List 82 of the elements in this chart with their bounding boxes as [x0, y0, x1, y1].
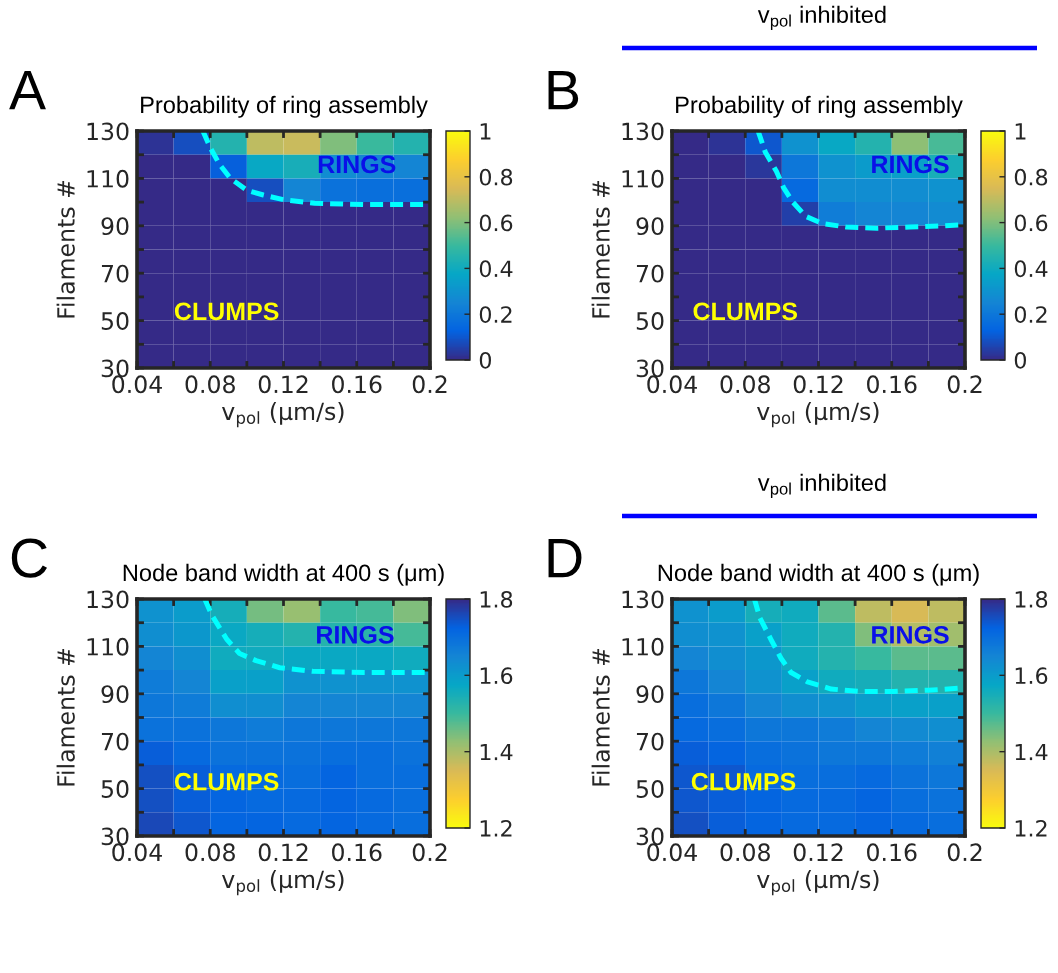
- x-axis-title: v$_{pol}$ (μm/s): [221, 401, 344, 428]
- y-tick-label: 50: [101, 780, 129, 798]
- x-axis-title: v$_{pol}$ (μm/s): [221, 869, 344, 896]
- color-bar-label: 0.4: [1014, 260, 1048, 278]
- color-bar-label: 0: [1014, 351, 1026, 369]
- color-bar-label: 1: [480, 123, 491, 140]
- color-bar-label: 1: [1015, 123, 1026, 140]
- color-bar-label: 0.2: [479, 306, 512, 323]
- annotation: RINGS: [318, 155, 396, 174]
- text: D: [548, 539, 582, 578]
- color-bar-label: 0.6: [479, 214, 513, 232]
- annotation: CLUMPS: [174, 302, 279, 321]
- y-tick-label: 90: [636, 217, 664, 236]
- y-tick-label: 70: [101, 264, 129, 283]
- annotation: RINGS: [317, 625, 394, 644]
- annotation: RINGS: [872, 155, 949, 174]
- y-tick-label: 70: [636, 732, 664, 751]
- color-bar-label: 1.8: [480, 590, 513, 608]
- y-tick-label: 70: [101, 732, 129, 751]
- x-tick-label: 0.16: [332, 375, 382, 394]
- annotation: CLUMPS: [174, 772, 279, 791]
- text: B: [548, 71, 579, 110]
- y-tick-label: 70: [636, 264, 664, 283]
- y-tick-label: 110: [87, 169, 129, 188]
- y-tick-label: 130: [622, 122, 664, 141]
- y-axis-title: Filaments #: [591, 648, 610, 786]
- annotation: CLUMPS: [693, 302, 798, 321]
- y-tick-label: 110: [622, 169, 664, 188]
- x-tick-label: 0.2: [947, 375, 982, 394]
- text: C: [11, 538, 47, 578]
- x-tick-label: 0.08: [720, 843, 770, 862]
- color-bar-label: 0: [479, 351, 491, 369]
- x-axis-title: v$_{pol}$ (μm/s): [756, 869, 879, 896]
- chart-title: Node band width at 400 s (μm): [123, 563, 444, 586]
- x-tick-label: 0.16: [332, 843, 382, 862]
- x-tick-label: 0.2: [412, 843, 447, 862]
- annotation: RINGS: [872, 625, 949, 644]
- text: v$_{pol}$ inhibited: [757, 5, 886, 30]
- y-axis-title: Filaments #: [56, 648, 75, 786]
- x-tick-label: 0.16: [867, 375, 917, 394]
- chart-title: Node band width at 400 s (μm): [658, 563, 979, 586]
- color-bar-label: 0.8: [1014, 168, 1048, 186]
- y-tick-label: 110: [622, 637, 664, 656]
- color-bar-label: 1.4: [480, 743, 513, 761]
- y-tick-label: 130: [87, 590, 129, 609]
- x-axis-title: v$_{pol}$ (μm/s): [756, 401, 879, 428]
- color-bar-label: 0.8: [479, 168, 513, 186]
- x-tick-label: 0.2: [412, 375, 447, 394]
- y-tick-label: 90: [636, 685, 664, 704]
- text: A: [9, 71, 46, 110]
- color-bar-label: 1.2: [1015, 819, 1047, 837]
- chart-title: Probability of ring assembly: [141, 95, 428, 118]
- y-tick-label: 130: [87, 122, 129, 141]
- color-bar-label: 0.6: [1014, 214, 1048, 232]
- y-axis-title: Filaments #: [591, 180, 610, 318]
- y-tick-label: 130: [622, 590, 664, 609]
- color-bar-label: 1.8: [1015, 590, 1048, 608]
- y-tick-label: 50: [636, 312, 664, 330]
- x-tick-label: 0.12: [793, 843, 843, 862]
- x-tick-label: 0.08: [720, 375, 770, 394]
- annotation: CLUMPS: [691, 772, 796, 791]
- color-bar-label: 1.6: [480, 667, 513, 685]
- color-bar-label: 0.4: [479, 260, 513, 278]
- color-bar-label: 1.6: [1015, 667, 1048, 685]
- y-axis-title: Filaments #: [56, 180, 75, 318]
- y-tick-label: 110: [87, 637, 129, 656]
- y-tick-label: 90: [101, 685, 129, 704]
- y-tick-label: 50: [101, 312, 129, 330]
- x-tick-label: 0.12: [258, 843, 308, 862]
- chart-title: Probability of ring assembly: [676, 95, 963, 118]
- color-bar-label: 0.2: [1014, 306, 1047, 323]
- x-tick-label: 0.2: [947, 843, 982, 862]
- color-bar-label: 1.2: [480, 819, 512, 837]
- x-tick-label: 0.08: [185, 843, 235, 862]
- color-bar-label: 1.4: [1015, 743, 1048, 761]
- y-tick-label: 50: [636, 780, 664, 798]
- text: v$_{pol}$ inhibited: [757, 473, 886, 498]
- y-tick-label: 90: [101, 217, 129, 236]
- x-tick-label: 0.12: [258, 375, 308, 394]
- x-tick-label: 0.08: [185, 375, 235, 394]
- x-tick-label: 0.16: [867, 843, 917, 862]
- x-tick-label: 0.12: [793, 375, 843, 394]
